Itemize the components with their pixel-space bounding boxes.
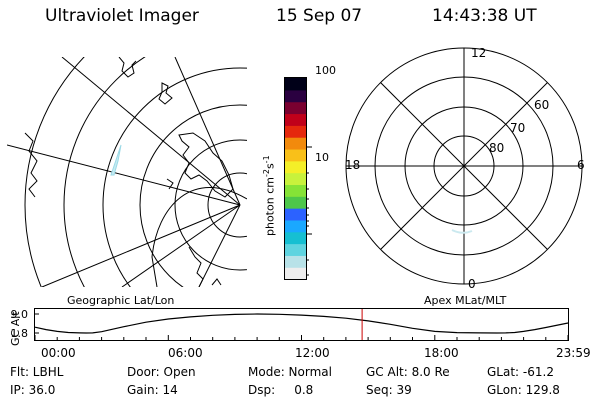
longitude-lines [7,57,241,287]
color-bar-frame [284,77,307,280]
latitude-circles [24,57,247,287]
color-bar-cell [285,137,306,150]
apex-label: Apex MLat/MLT [424,294,507,307]
color-bar-cell [285,78,306,91]
color-bar-cell [285,89,306,103]
xtick-label-0000: 00:00 [41,346,76,360]
color-bar-cell [285,101,306,115]
date-label: 15 Sep 07 [276,6,363,26]
colorbar-unit-label: photon cm-2s-1 [262,155,277,236]
mlat-label-80: 80 [489,141,505,155]
mlat-label-60: 60 [534,98,550,112]
ip-status: IP: 36.0 [10,383,56,397]
time-label: 14:43:38 UT [432,6,537,26]
color-bar-cell [285,160,306,174]
mlt-label-0: 0 [468,277,476,291]
color-bar-cell [285,219,306,233]
instrument-title: Ultraviolet Imager [45,6,199,26]
cb-label-100: 100 [315,64,336,77]
color-bar-cell [285,231,306,245]
image-edge [151,187,247,287]
polar-plot [345,47,583,285]
altitude-curve [34,313,569,334]
geographic-label: Geographic Lat/Lon [67,294,175,307]
color-bar-cell [285,113,306,126]
mode-status: Mode: Normal [248,365,332,379]
ytick-label-9: 9.0 [10,308,29,321]
color-bar-cell [285,255,306,268]
altitude-chart [34,308,569,341]
xtick-label-1800: 18:00 [424,346,459,360]
color-bar-cell [285,196,306,209]
mlt-label-6: 6 [577,158,585,172]
ytick-label-1.8: 1.8 [10,327,29,340]
altitude-plot-frame [34,308,569,341]
geographic-map [7,57,247,287]
color-bar-cell [285,184,306,197]
color-bar [284,77,312,280]
xtick-label-1200: 12:00 [295,346,330,360]
color-bar-cell [285,125,306,138]
xtick-label-0600: 06:00 [168,346,203,360]
glon-status: GLon: 129.8 [487,383,560,397]
dsp-status: Dsp: 0.8 [248,383,314,397]
glat-status: GLat: -61.2 [487,365,554,379]
color-bar-cell [285,267,306,280]
door-status: Door: Open [127,365,196,379]
aurora-patch [110,144,122,176]
mlt-line-diag-b [380,82,548,250]
color-bar-cell [285,148,306,162]
gc-alt-status: GC Alt: 8.0 Re [366,365,450,379]
gain-status: Gain: 14 [127,383,178,397]
color-bar-cells [285,78,306,280]
color-bar-cell [285,243,306,256]
mlt-label-18: 18 [345,158,361,172]
aurora-arc-polar [451,229,473,234]
flt-status: Flt: LBHL [10,365,64,379]
coastlines [24,57,234,287]
cb-label-10: 10 [315,151,329,164]
xtick-label-2359: 23:59 [556,346,591,360]
color-bar-cell [285,208,306,221]
seq-status: Seq: 39 [366,383,412,397]
mlt-label-12: 12 [471,46,487,60]
mlat-label-70: 70 [510,121,526,135]
color-bar-cell [285,172,306,186]
altitude-x-ticks [34,335,569,340]
